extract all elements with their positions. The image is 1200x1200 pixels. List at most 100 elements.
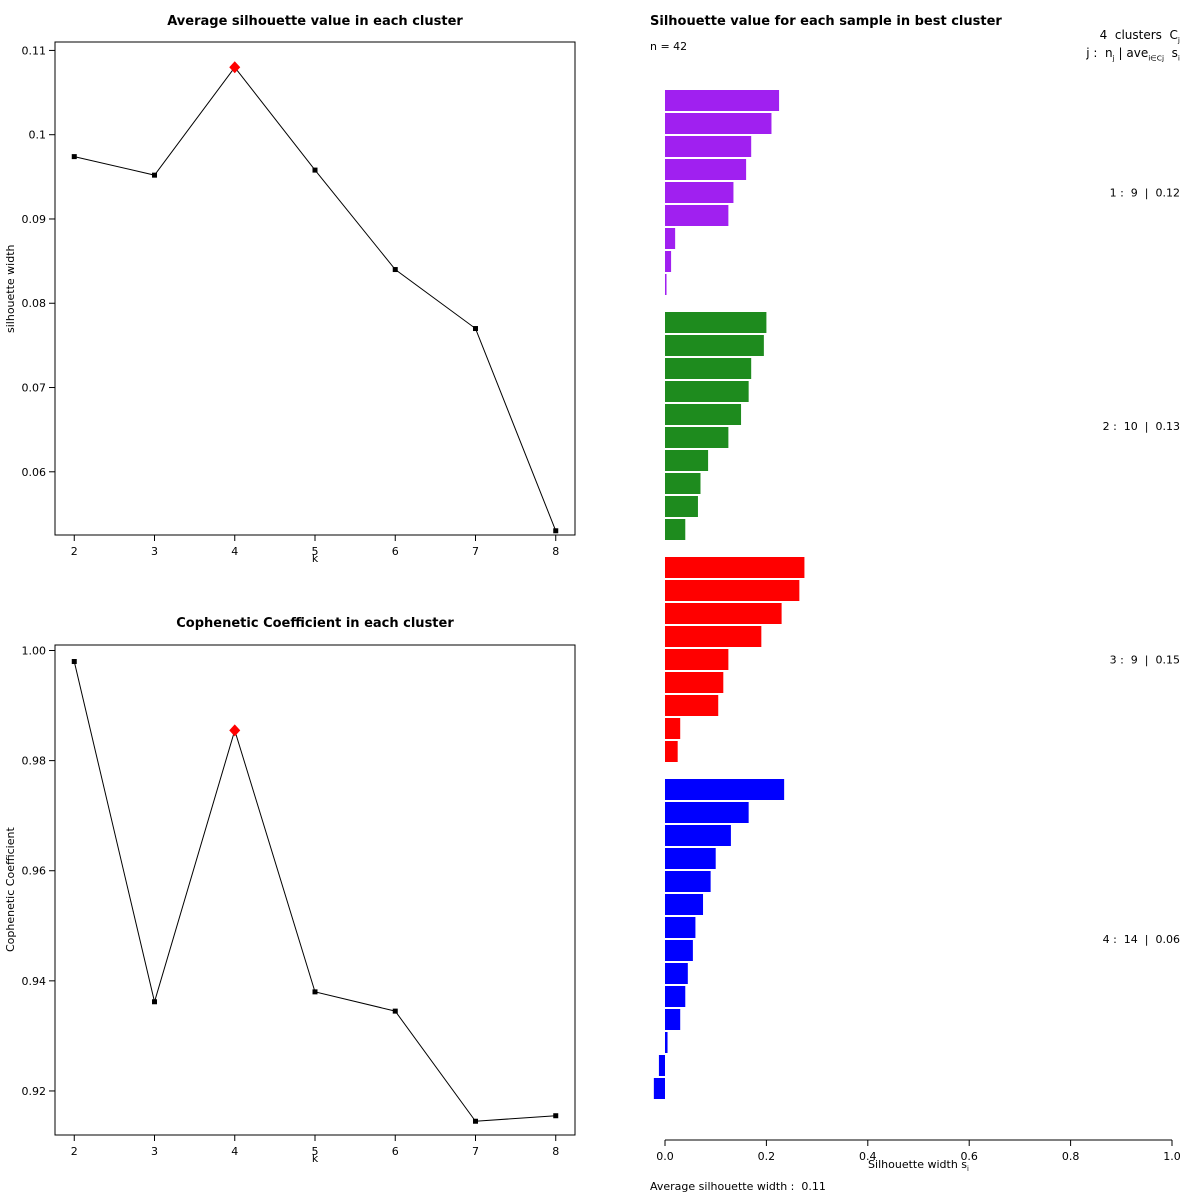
silhouette-bar — [665, 672, 724, 693]
silhouette-bar — [653, 1078, 665, 1099]
x-tick-label: 0.8 — [1062, 1150, 1080, 1163]
highlight-point — [229, 61, 241, 74]
cluster-label: 2 : 10 | 0.13 — [1103, 420, 1180, 433]
y-tick-label: 0.08 — [22, 297, 47, 310]
formula-part-a: j : n — [1086, 46, 1113, 60]
x-tick-label: 4 — [231, 545, 238, 558]
silhouette-bar — [665, 381, 749, 402]
avg-silhouette-ylabel: silhouette width — [4, 244, 17, 333]
x-tick-label: 7 — [472, 545, 479, 558]
data-point — [71, 659, 77, 665]
silhouette-panel: 1 : 9 | 0.12 2 : 10 | 0.13 3 : 9 | 0.15 4 :… — [600, 0, 1200, 1200]
x-tick-label: 3 — [151, 1145, 158, 1158]
cophenetic-panel: 2 3 4 5 6 7 8 0.92 0.94 0.96 0.98 1.00 Cophenetic C… — [0, 600, 600, 1200]
silhouette-bar — [665, 779, 785, 800]
silhouette-bar — [665, 251, 672, 272]
clusters-count-text: 4 clusters C — [1099, 28, 1178, 42]
data-point — [312, 989, 318, 995]
silhouette-bar — [665, 986, 686, 1007]
silhouette-bar — [665, 312, 767, 333]
cophenetic-ylabel: Cophenetic Coefficient — [4, 827, 17, 953]
silhouette-bar — [665, 496, 698, 517]
clusters-formula-label: j : nj | avei∈Cj si — [1086, 44, 1180, 62]
silhouette-bar — [665, 626, 762, 647]
data-point — [392, 1008, 398, 1014]
silhouette-bar — [665, 335, 764, 356]
formula-sub-c: i — [1177, 53, 1180, 63]
y-tick-label: 0.1 — [29, 129, 47, 142]
plot-box — [54, 644, 576, 1136]
silhouette-bar — [665, 90, 780, 111]
plot-box — [54, 41, 576, 536]
x-tick-label: 0.2 — [758, 1150, 776, 1163]
formula-sub-b: i∈Cj — [1148, 53, 1165, 63]
avg-silhouette-plot: 2 3 4 5 6 7 8 0.06 0.07 0.08 0.09 0.1 0.11 — [22, 41, 576, 558]
x-tick-label: 1.0 — [1163, 1150, 1181, 1163]
data-point — [553, 528, 559, 534]
data-point — [392, 267, 398, 273]
silhouette-bar — [665, 557, 805, 578]
cophenetic-xlabel: k — [311, 1152, 319, 1165]
silhouette-bar — [665, 228, 676, 249]
silhouette-bar — [665, 1009, 681, 1030]
y-tick-label: 0.11 — [22, 44, 47, 57]
avg-width-footer: Average silhouette width : 0.11 — [650, 1180, 826, 1193]
y-tick-label: 1.00 — [22, 645, 47, 658]
x-tick-label: 6 — [392, 545, 399, 558]
silhouette-bar — [665, 848, 716, 869]
silhouette-bar — [665, 404, 742, 425]
data-point — [553, 1113, 559, 1119]
silhouette-bar — [665, 274, 667, 295]
avg-silhouette-xlabel: k — [311, 552, 319, 565]
x-tick-label: 3 — [151, 545, 158, 558]
silhouette-bar — [665, 603, 782, 624]
x-tick-label: 0.4 — [859, 1150, 877, 1163]
x-tick-label: 2 — [71, 545, 78, 558]
y-tick-label: 0.07 — [22, 382, 47, 395]
y-tick-label: 0.94 — [22, 975, 47, 988]
x-tick-label: 7 — [472, 1145, 479, 1158]
x-tick-label: 2 — [71, 1145, 78, 1158]
formula-part-c: s — [1164, 46, 1178, 60]
silhouette-bar — [665, 894, 704, 915]
silhouette-title: Silhouette value for each sample in best… — [650, 14, 1002, 29]
y-tick-label: 0.98 — [22, 755, 47, 768]
x-tick-label: 6 — [392, 1145, 399, 1158]
x-tick-label: 8 — [552, 1145, 559, 1158]
x-tick-label: 5 — [312, 1145, 319, 1158]
silhouette-bar — [665, 649, 729, 670]
data-point — [71, 154, 77, 160]
silhouette-bar — [665, 427, 729, 448]
x-tick-label: 4 — [231, 1145, 238, 1158]
clusters-count-label: 4 clusters Cj — [1086, 26, 1180, 44]
sample-count-label: n = 42 — [650, 40, 688, 53]
x-tick-label: 8 — [552, 545, 559, 558]
y-tick-label: 0.09 — [22, 213, 47, 226]
cluster-label: 3 : 9 | 0.15 — [1110, 654, 1180, 667]
cluster-label: 4 : 14 | 0.06 — [1103, 933, 1180, 946]
data-point — [152, 999, 158, 1005]
silhouette-bar — [665, 113, 772, 134]
silhouette-bar — [665, 802, 749, 823]
silhouette-bar — [665, 718, 681, 739]
y-tick-label: 0.92 — [22, 1085, 47, 1098]
cophenetic-plot: 2 3 4 5 6 7 8 0.92 0.94 0.96 0.98 1.00 — [22, 644, 576, 1158]
series-line — [73, 661, 556, 1122]
silhouette-bar — [665, 358, 752, 379]
silhouette-bar — [665, 473, 701, 494]
cophenetic-title: Cophenetic Coefficient in each cluster — [176, 616, 454, 631]
cluster-legend: 4 clusters Cj j : n j | avei∈Cj si — [1086, 26, 1180, 62]
clusters-count-sub: j — [1177, 35, 1180, 45]
avg-silhouette-panel: 2 3 4 5 6 7 8 0.06 0.07 0.08 0.09 0.1 0.11 Average s… — [0, 0, 600, 600]
data-point — [472, 1118, 478, 1124]
data-point — [472, 326, 478, 332]
silhouette-bar — [665, 136, 752, 157]
x-tick-label: 0.6 — [960, 1150, 978, 1163]
highlight-point — [229, 724, 241, 737]
formula-part-b: | ave — [1114, 46, 1149, 60]
silhouette-bar — [665, 519, 686, 540]
silhouette-xlabel-sub: i — [967, 1165, 969, 1174]
cluster-label: 1 : 9 | 0.12 — [1110, 187, 1180, 200]
y-tick-label: 0.96 — [22, 865, 47, 878]
